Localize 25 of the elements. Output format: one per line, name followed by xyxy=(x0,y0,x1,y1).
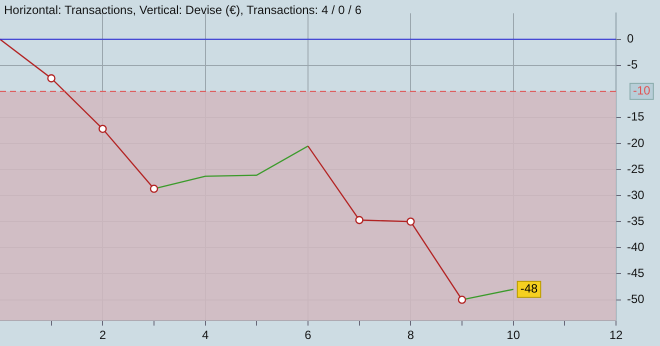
x-tick-label: 8 xyxy=(407,328,414,342)
y-tick-label: -20 xyxy=(627,136,645,150)
y-tick-label: -25 xyxy=(627,162,645,176)
x-tick-label: 4 xyxy=(202,328,209,342)
point xyxy=(150,184,158,193)
y-tick-label: -35 xyxy=(627,214,645,228)
x-tick-label: 12 xyxy=(609,328,623,342)
y-tick-label: -50 xyxy=(627,292,645,306)
y-tick-label: 0 xyxy=(627,32,634,46)
chart-title: Horizontal: Transactions, Vertical: Devise (€), Transactions: 4 / 0 / 6 xyxy=(4,3,362,17)
ref-line-label: -10 xyxy=(633,84,651,98)
y-tick-label: -40 xyxy=(627,240,645,254)
y-tick-label: -45 xyxy=(627,266,645,280)
x-tick-label: 10 xyxy=(506,328,520,342)
point xyxy=(47,74,56,82)
y-tick-label: -30 xyxy=(627,188,645,202)
x-tick-label: 2 xyxy=(99,328,106,342)
annotation: -48 xyxy=(520,282,538,296)
y-tick-label: -15 xyxy=(627,110,645,124)
point xyxy=(355,216,364,224)
y-tick-label: -5 xyxy=(627,58,638,72)
point xyxy=(98,124,107,134)
point xyxy=(406,217,415,226)
x-tick-label: 6 xyxy=(304,328,312,342)
point xyxy=(458,296,466,304)
